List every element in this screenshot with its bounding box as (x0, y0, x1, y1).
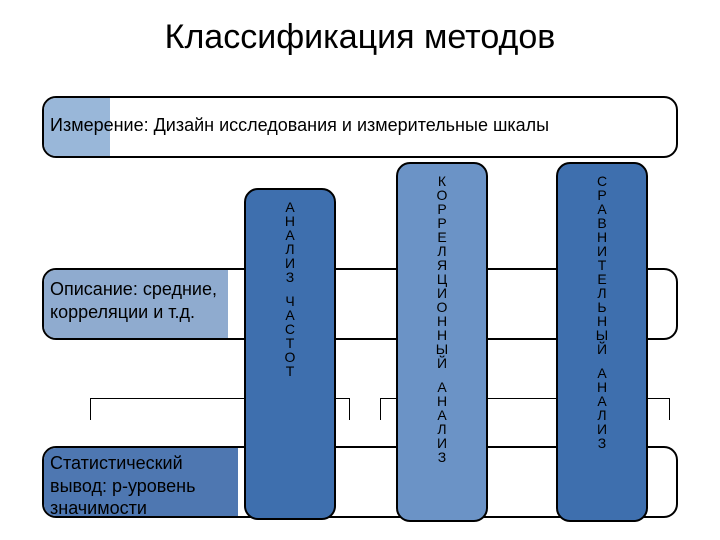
vbox-comparative-analysis: СРАВНИТЕЛЬНЫЙАНАЛИЗ (556, 162, 648, 522)
row-description-label: Описание: средние, корреляции и т.д. (50, 278, 240, 323)
vbox-comparative-analysis-text: СРАВНИТЕЛЬНЫЙАНАЛИЗ (596, 174, 608, 450)
vbox-frequency-analysis: АНАЛИЗЧАСТОТ (244, 188, 336, 520)
vbox-correlation-analysis-text: КОРРЕЛЯЦИОННЫЙАНАЛИЗ (436, 174, 448, 464)
vbox-frequency-analysis-text: АНАЛИЗЧАСТОТ (285, 200, 296, 378)
row-inference-label: Статистический вывод: p-уровень значимос… (50, 452, 240, 520)
page-title: Классификация методов (0, 0, 720, 79)
row-measurement-label: Измерение: Дизайн исследования и измерит… (50, 114, 670, 137)
vbox-correlation-analysis: КОРРЕЛЯЦИОННЫЙАНАЛИЗ (396, 162, 488, 522)
